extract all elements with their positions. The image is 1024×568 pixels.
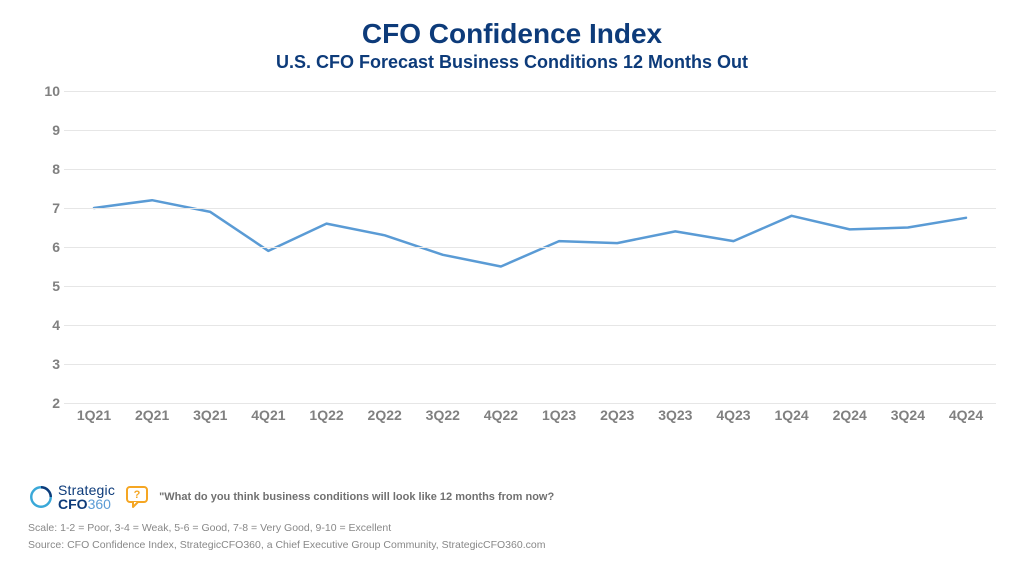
y-tick-label: 9 xyxy=(36,122,60,138)
gridline xyxy=(64,247,996,248)
y-tick-label: 4 xyxy=(36,317,60,333)
y-tick-label: 5 xyxy=(36,278,60,294)
y-tick-label: 3 xyxy=(36,356,60,372)
brand-logo: Strategic CFO360 xyxy=(28,483,115,511)
x-tick-label: 3Q23 xyxy=(658,407,692,431)
svg-text:?: ? xyxy=(134,489,141,501)
x-tick-label: 2Q21 xyxy=(135,407,169,431)
x-tick-label: 1Q23 xyxy=(542,407,576,431)
footer: Strategic CFO360 ? "What do you think bu… xyxy=(28,483,996,555)
y-tick-label: 8 xyxy=(36,161,60,177)
scale-footnote: Scale: 1-2 = Poor, 3-4 = Weak, 5-6 = Goo… xyxy=(28,521,996,537)
x-tick-label: 1Q24 xyxy=(774,407,808,431)
logo-cfo: CFO xyxy=(58,496,88,512)
gridline xyxy=(64,286,996,287)
x-tick-label: 3Q21 xyxy=(193,407,227,431)
x-tick-label: 2Q24 xyxy=(833,407,867,431)
logo-text: Strategic CFO360 xyxy=(58,483,115,511)
series-line-forecast xyxy=(94,200,966,266)
gridline xyxy=(64,364,996,365)
y-tick-label: 6 xyxy=(36,239,60,255)
logo-text-top: Strategic xyxy=(58,483,115,497)
chart-title: CFO Confidence Index xyxy=(28,18,996,50)
chart-area: 23456789101Q212Q213Q214Q211Q222Q223Q224Q… xyxy=(36,91,996,431)
y-tick-label: 2 xyxy=(36,395,60,411)
gridline xyxy=(64,403,996,404)
gridline xyxy=(64,208,996,209)
plot-region xyxy=(64,91,996,403)
y-tick-label: 7 xyxy=(36,200,60,216)
x-tick-label: 2Q23 xyxy=(600,407,634,431)
chart-subtitle: U.S. CFO Forecast Business Conditions 12… xyxy=(28,52,996,73)
source-footnote: Source: CFO Confidence Index, StrategicC… xyxy=(28,538,996,554)
gridline xyxy=(64,130,996,131)
x-tick-label: 4Q22 xyxy=(484,407,518,431)
x-tick-label: 3Q24 xyxy=(891,407,925,431)
y-tick-label: 10 xyxy=(36,83,60,99)
x-tick-label: 4Q24 xyxy=(949,407,983,431)
x-tick-label: 2Q22 xyxy=(368,407,402,431)
logo-ring-icon xyxy=(28,484,54,510)
x-tick-label: 4Q23 xyxy=(716,407,750,431)
x-tick-label: 3Q22 xyxy=(426,407,460,431)
logo-row: Strategic CFO360 ? "What do you think bu… xyxy=(28,483,996,511)
question-text: "What do you think business conditions w… xyxy=(159,491,554,503)
x-tick-label: 1Q21 xyxy=(77,407,111,431)
speech-bubble-icon: ? xyxy=(125,485,149,509)
gridline xyxy=(64,169,996,170)
gridline xyxy=(64,91,996,92)
x-tick-label: 4Q21 xyxy=(251,407,285,431)
x-tick-label: 1Q22 xyxy=(309,407,343,431)
logo-360: 360 xyxy=(88,496,111,512)
gridline xyxy=(64,325,996,326)
logo-text-bottom: CFO360 xyxy=(58,497,115,511)
